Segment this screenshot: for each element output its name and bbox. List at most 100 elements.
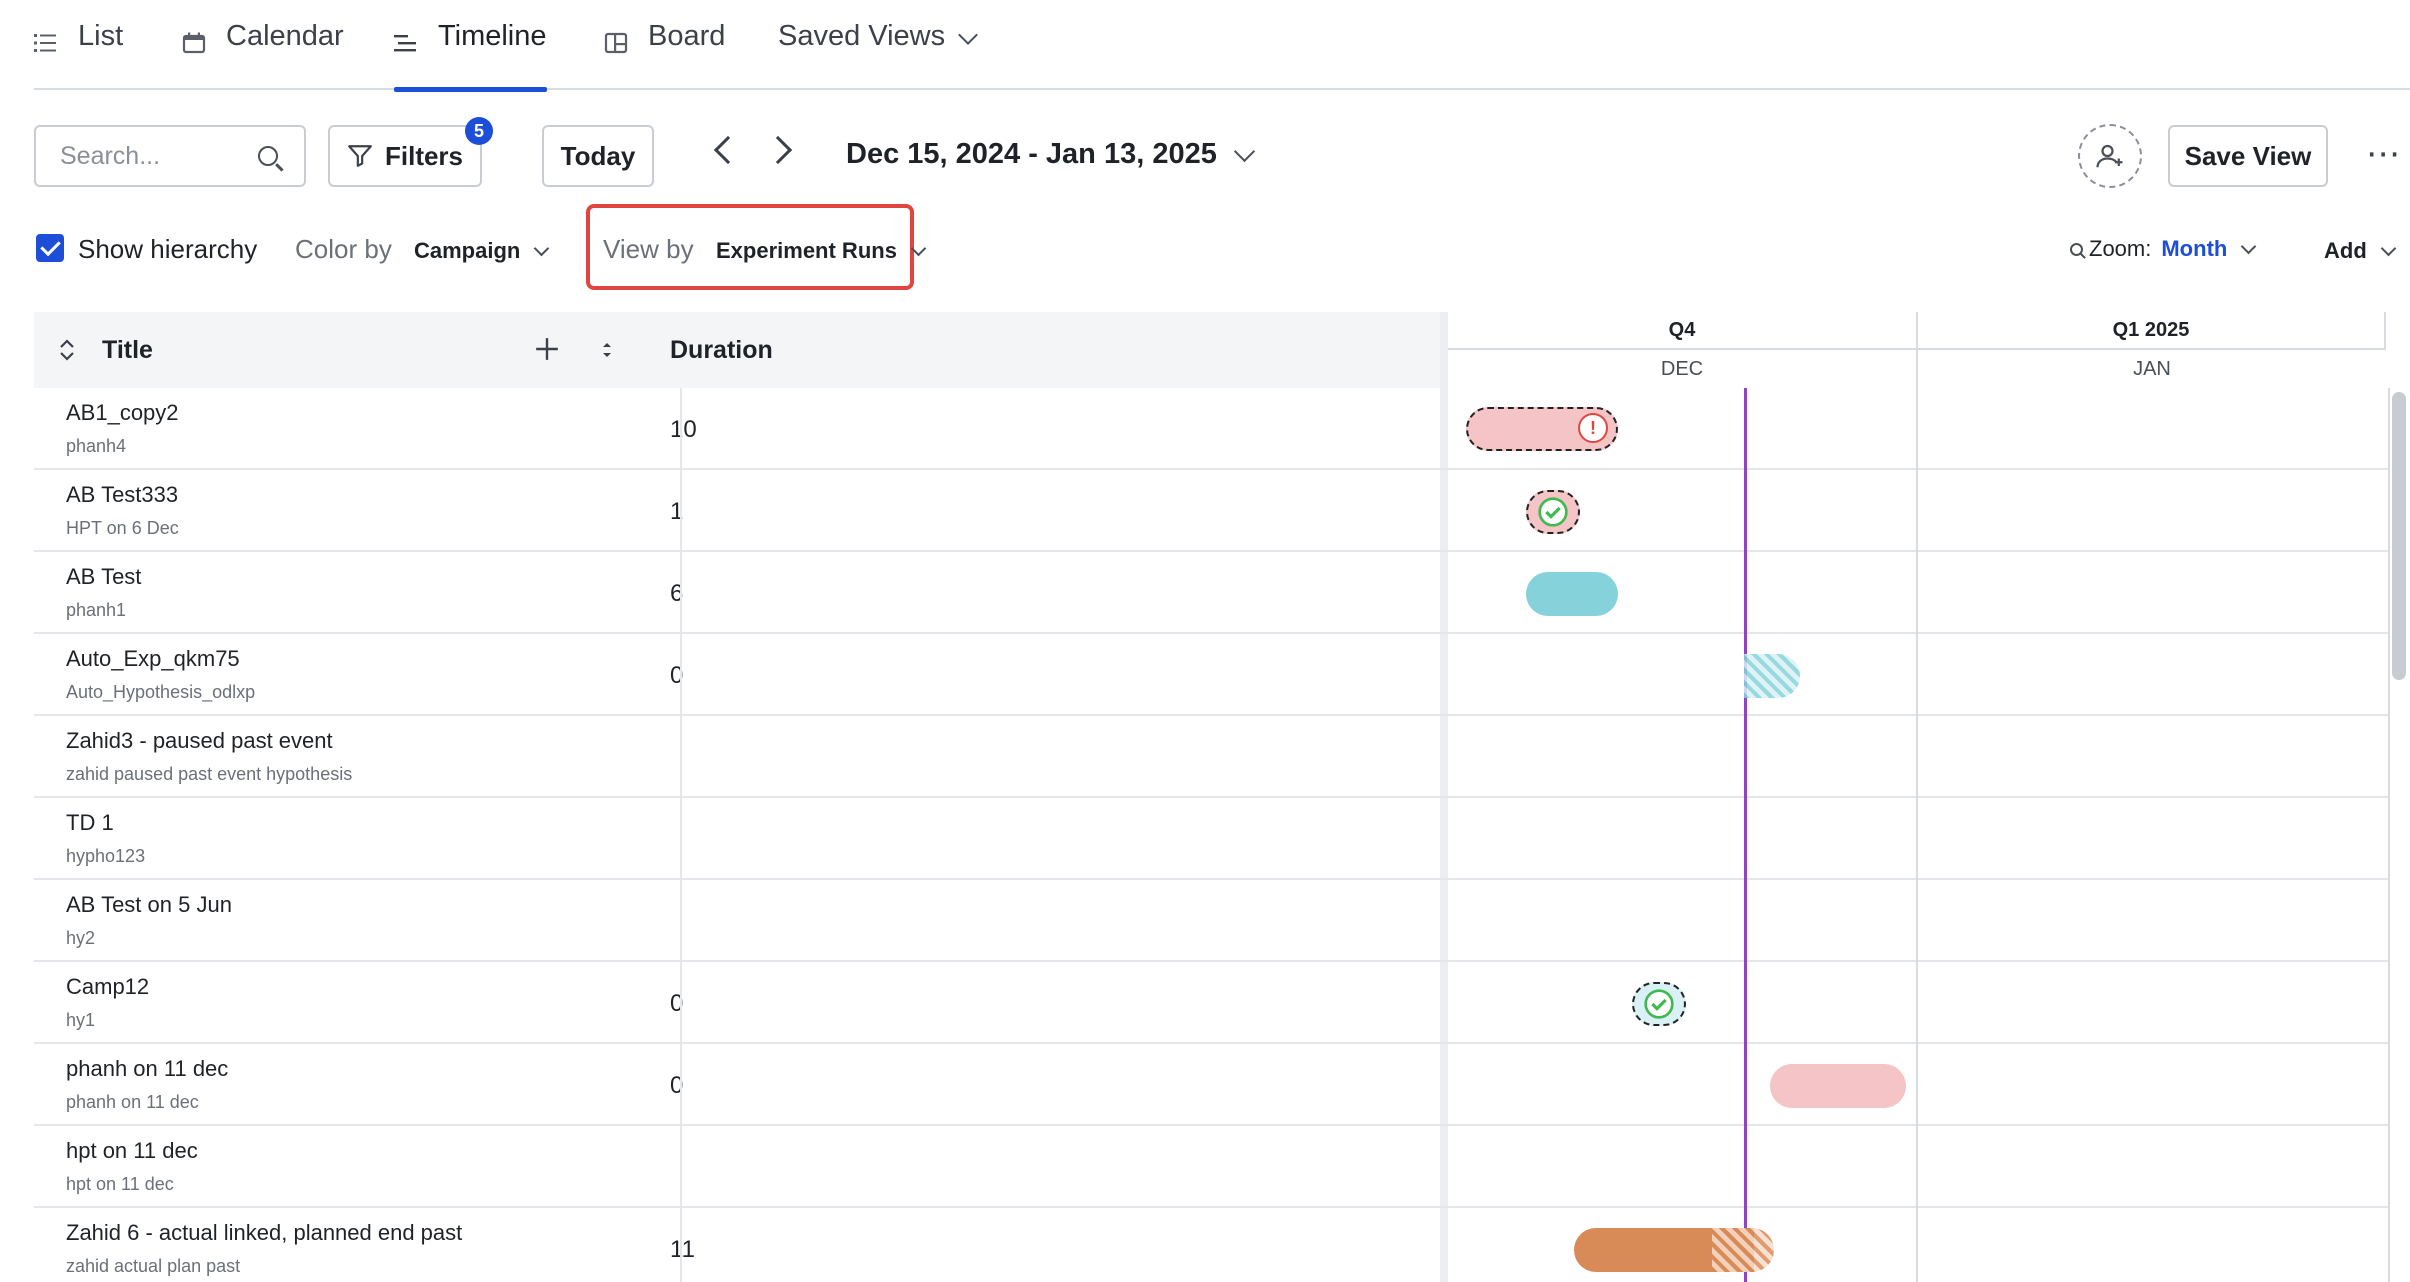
date-range-label: Dec 15, 2024 - Jan 13, 2025 <box>846 138 1217 170</box>
duration-column-header: Duration <box>670 336 773 364</box>
timeline-bar-zahid-6-overdue[interactable] <box>1712 1228 1774 1272</box>
filters-count-badge: 5 <box>465 117 493 145</box>
tab-list-label: List <box>78 20 124 52</box>
row-subtitle: phanh on 11 dec <box>66 1092 199 1112</box>
row-title[interactable]: phanh on 11 dec <box>66 1056 229 1081</box>
table-row[interactable]: Auto_Exp_qkm75 Auto_Hypothesis_odlxp 0 <box>34 634 2390 716</box>
add-user-icon <box>2096 144 2123 168</box>
table-row[interactable]: Zahid 6 - actual linked, planned end pas… <box>34 1208 2390 1282</box>
row-subtitle: hy2 <box>66 928 96 948</box>
search-icon[interactable] <box>258 146 278 166</box>
chevron-down-icon <box>1233 140 1255 163</box>
row-title[interactable]: Camp12 <box>66 974 150 999</box>
row-title[interactable]: AB1_copy2 <box>66 400 179 425</box>
timeline-end-line <box>2388 388 2390 1282</box>
tab-calendar[interactable]: Calendar <box>182 20 344 90</box>
date-range-selector[interactable]: Dec 15, 2024 - Jan 13, 2025 <box>846 138 1255 171</box>
timeline-bar-auto-exp[interactable] <box>1744 654 1800 698</box>
month-divider-line <box>1916 388 1918 1282</box>
row-subtitle: zahid paused past event hypothesis <box>66 764 353 784</box>
row-title[interactable]: AB Test on 5 Jun <box>66 892 232 917</box>
table-row[interactable]: Camp12 hy1 0 <box>34 962 2390 1044</box>
chevron-down-icon <box>910 240 927 256</box>
timeline-icon <box>394 30 418 54</box>
view-by-dropdown[interactable]: Experiment Runs <box>716 238 927 264</box>
show-hierarchy-label: Show hierarchy <box>78 234 258 264</box>
quarter-q4: Q4 <box>1446 312 1916 350</box>
add-label: Add <box>2324 238 2367 263</box>
table-row[interactable]: AB Test333 HPT on 6 Dec 1 <box>34 470 2390 552</box>
add-column-icon[interactable] <box>534 336 560 362</box>
table-row[interactable]: Zahid3 - paused past event zahid paused p… <box>34 716 2390 798</box>
row-subtitle: HPT on 6 Dec <box>66 518 179 538</box>
add-user-avatar[interactable] <box>2078 124 2142 188</box>
warning-icon: ! <box>1578 413 1608 443</box>
row-title[interactable]: TD 1 <box>66 810 114 835</box>
row-subtitle: hpt on 11 dec <box>66 1174 174 1194</box>
filter-icon <box>348 145 372 167</box>
row-title[interactable]: AB Test <box>66 564 142 589</box>
color-by-label: Color by <box>295 234 392 264</box>
tab-saved-views[interactable]: Saved Views <box>778 20 979 90</box>
table-row[interactable]: AB1_copy2 phanh4 10 <box>34 388 2390 470</box>
table-row[interactable]: phanh on 11 dec phanh on 11 dec 0 <box>34 1044 2390 1126</box>
add-dropdown[interactable]: Add <box>2324 238 2397 264</box>
timeline-bar-camp12[interactable] <box>1632 982 1686 1026</box>
tab-board[interactable]: Board <box>604 20 725 90</box>
more-options-icon[interactable]: ⋯ <box>2366 135 2402 173</box>
row-subtitle: hy1 <box>66 1010 96 1030</box>
save-view-button[interactable]: Save View <box>2168 125 2328 187</box>
tab-timeline-label: Timeline <box>438 20 547 52</box>
success-check-icon <box>1644 989 1674 1019</box>
table-row[interactable]: AB Test on 5 Jun hy2 <box>34 880 2390 962</box>
row-subtitle: hypho123 <box>66 846 146 866</box>
tab-calendar-label: Calendar <box>226 20 344 52</box>
row-duration: 11 <box>670 1236 695 1263</box>
zoom-icon <box>2070 242 2083 256</box>
search-input[interactable] <box>60 141 250 171</box>
table-row[interactable]: hpt on 11 dec hpt on 11 dec <box>34 1126 2390 1208</box>
view-tabs: List Calendar Timeline Board Saved Views <box>34 0 2410 92</box>
chevron-down-icon <box>2241 238 2257 254</box>
view-by-value: Experiment Runs <box>716 238 897 263</box>
row-title[interactable]: Zahid3 - paused past event <box>66 728 333 753</box>
timeline-bar-ab-test[interactable] <box>1526 572 1618 616</box>
row-title[interactable]: hpt on 11 dec <box>66 1138 198 1163</box>
row-subtitle: Auto_Hypothesis_odlxp <box>66 682 256 702</box>
timeline-bar-ab-test333[interactable] <box>1526 490 1580 534</box>
timeline-header: Q4 Q1 2025 DEC JAN <box>1446 312 2410 388</box>
vertical-scrollbar[interactable] <box>2392 392 2406 680</box>
timeline-bar-ab1-copy2[interactable]: ! <box>1466 407 1618 451</box>
row-title[interactable]: AB Test333 <box>66 482 179 507</box>
filters-button[interactable]: Filters <box>328 125 482 187</box>
zoom-label: Zoom: <box>2089 236 2152 261</box>
previous-range-icon[interactable] <box>713 135 743 165</box>
calendar-icon <box>182 30 206 54</box>
board-icon <box>604 30 628 54</box>
tab-list[interactable]: List <box>34 20 123 90</box>
quarter-q1-2025: Q1 2025 <box>1916 312 2386 350</box>
timeline-bar-phanh-on-11-dec[interactable] <box>1770 1064 1906 1108</box>
expand-collapse-icon[interactable] <box>58 338 76 362</box>
today-marker-line <box>1744 388 1747 1282</box>
row-subtitle: phanh4 <box>66 436 127 456</box>
color-by-dropdown[interactable]: Campaign <box>414 238 550 264</box>
row-title[interactable]: Auto_Exp_qkm75 <box>66 646 240 671</box>
sort-icon[interactable] <box>600 339 614 361</box>
view-by-highlight <box>586 204 914 290</box>
chevron-down-icon <box>958 25 979 45</box>
row-title[interactable]: Zahid 6 - actual linked, planned end pas… <box>66 1220 463 1245</box>
show-hierarchy-checkbox[interactable] <box>36 234 64 262</box>
list-icon <box>34 30 58 54</box>
row-subtitle: phanh1 <box>66 600 127 620</box>
next-range-icon[interactable] <box>763 135 793 165</box>
row-subtitle: zahid actual plan past <box>66 1256 241 1276</box>
table-row[interactable]: AB Test phanh1 6 <box>34 552 2390 634</box>
tab-timeline[interactable]: Timeline <box>394 20 547 92</box>
search-box <box>34 125 306 187</box>
today-button[interactable]: Today <box>542 125 654 187</box>
duration-column-divider <box>680 388 682 1282</box>
zoom-value[interactable]: Month <box>2161 236 2228 261</box>
table-row[interactable]: TD 1 hypho123 <box>34 798 2390 880</box>
zoom-control[interactable]: Zoom: Month <box>2070 236 2257 262</box>
